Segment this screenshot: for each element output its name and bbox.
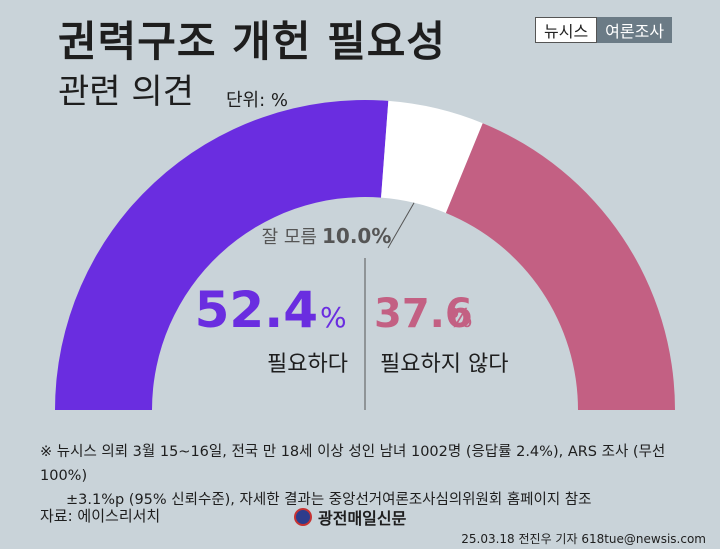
survey-note-line2: ±3.1%p (95% 신뢰수준), 자세한 결과는 중앙선거여론조사심의위원회… — [66, 492, 592, 508]
survey-note: ※ 뉴시스 의뢰 3월 15~16일, 전국 만 18세 이상 성인 남녀 10… — [40, 440, 690, 512]
publisher-logo: 광전매일신문 — [294, 505, 406, 529]
author-credit: 25.03.18 전진우 기자 618tue@newsis.com — [461, 532, 706, 546]
slice-disagree — [445, 123, 675, 410]
publisher-emblem-icon — [294, 508, 312, 526]
unknown-label: 잘 모름 — [262, 227, 317, 248]
unit-label: 단위: % — [226, 90, 289, 111]
chart-title: 권력구조 개헌 필요성 — [58, 17, 447, 66]
brand-name: 뉴시스 — [535, 17, 598, 43]
data-source: 자료: 에이스리서치 — [40, 507, 161, 525]
brand-badge: 뉴시스 여론조사 — [535, 17, 673, 43]
unknown-value: 10.0% — [322, 224, 391, 248]
disagree-value: 37.6 — [374, 291, 473, 337]
half-donut-chart: 잘 모름 10.0% 52.4 % 필요하다 37.6 % 필요하지 않다 — [55, 99, 675, 410]
slice-unknown — [381, 100, 483, 213]
brand-category: 여론조사 — [597, 17, 673, 43]
publisher-name: 광전매일신문 — [318, 509, 407, 528]
agree-label: 필요하다 — [267, 352, 348, 377]
disagree-percent-sign: % — [448, 304, 473, 334]
unknown-leader-line — [387, 202, 415, 249]
slice-agree — [55, 99, 389, 410]
agree-percent-sign: % — [320, 301, 347, 334]
agree-value: 52.4 — [195, 281, 318, 339]
chart-subtitle: 관련 의견 — [58, 72, 194, 112]
disagree-label: 필요하지 않다 — [380, 352, 508, 377]
survey-note-line1: ※ 뉴시스 의뢰 3월 15~16일, 전국 만 18세 이상 성인 남녀 10… — [40, 444, 666, 484]
